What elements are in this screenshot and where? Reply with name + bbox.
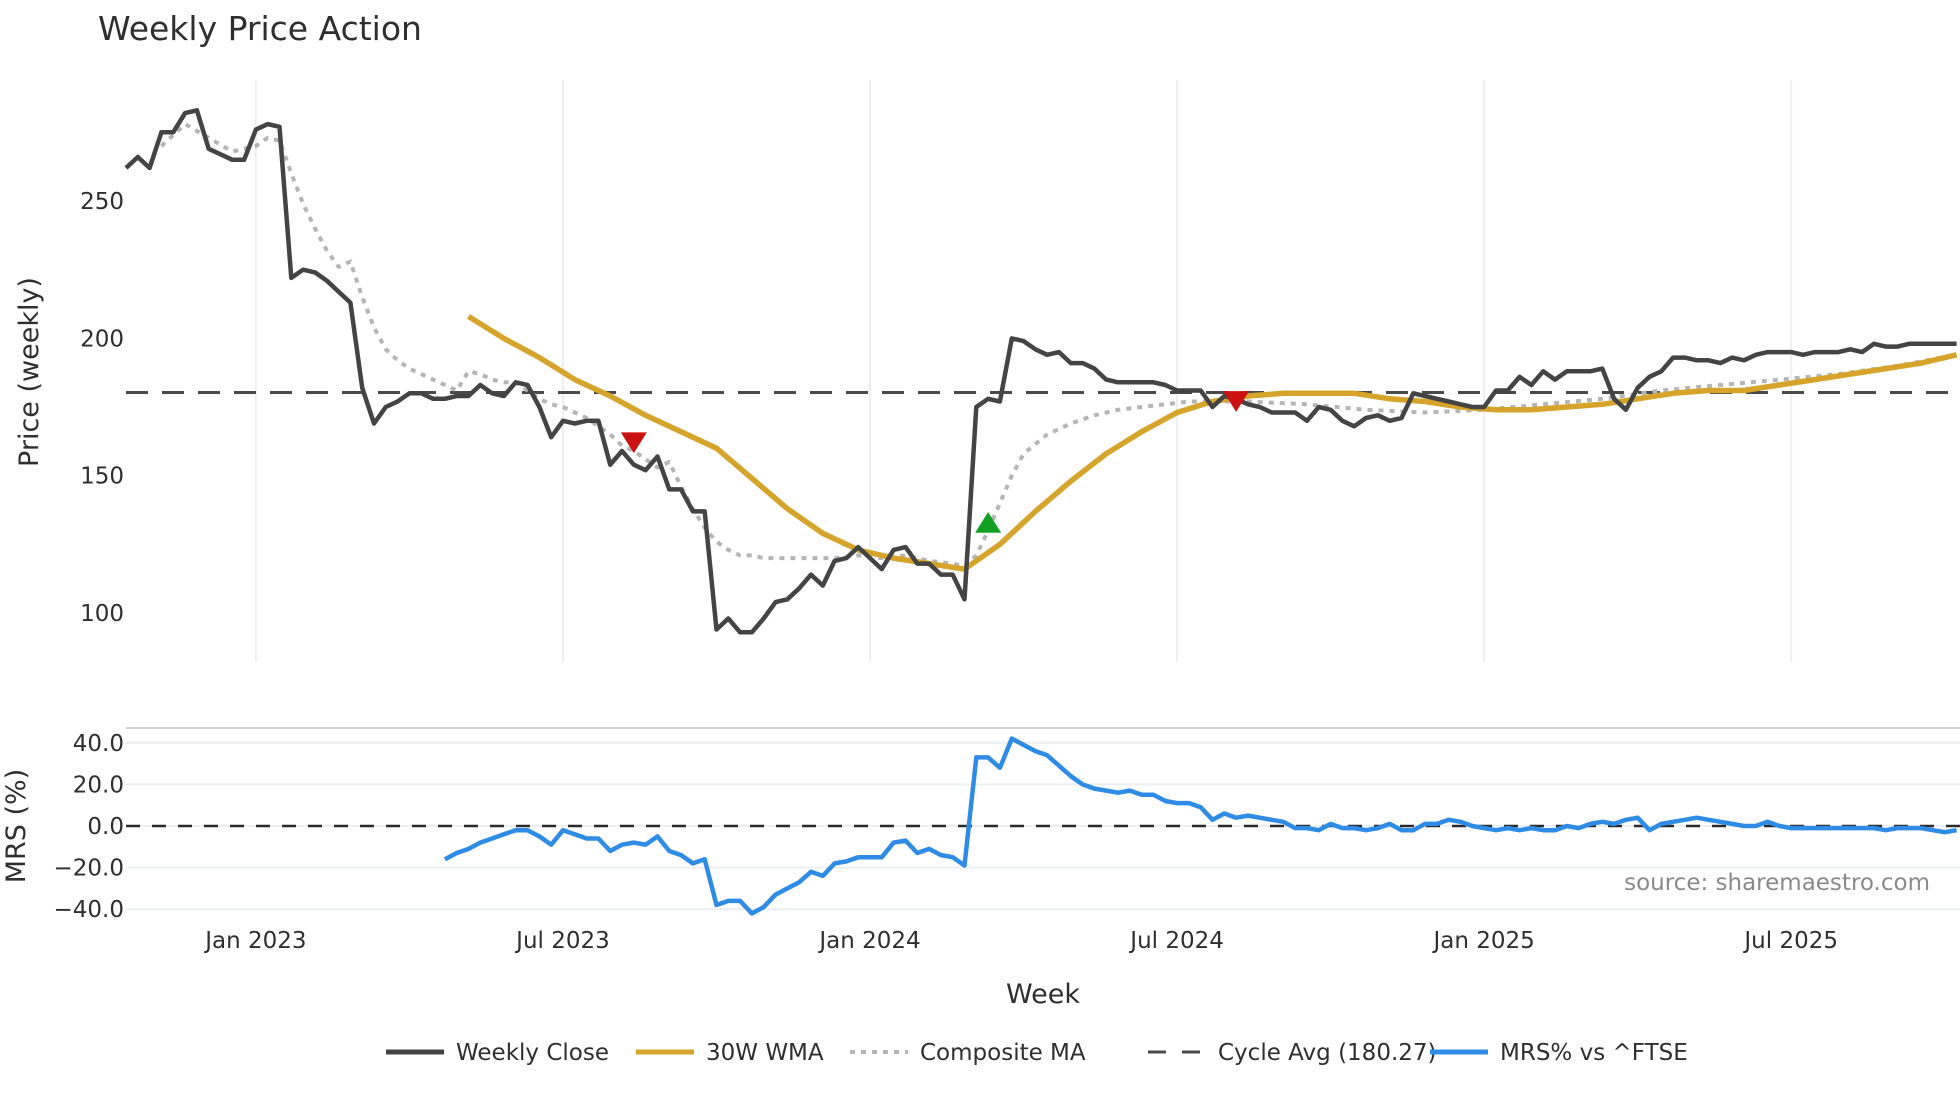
weekly-close-line (124, 108, 1957, 635)
price-y-axis-label: Price (weekly) (14, 277, 45, 467)
chart-title: Weekly Price Action (98, 9, 422, 48)
mrs-pane: −40.0 −20.0 0.0 20.0 40.0 MRS (%) source: sh… (1, 727, 1960, 923)
x-tick-label: Jul 2023 (514, 928, 610, 954)
mrs-y-tick-label: 40.0 (73, 731, 124, 757)
legend-label-composite: Composite MA (920, 1040, 1086, 1066)
source-note: source: sharemaestro.com (1624, 870, 1930, 896)
legend-label-cycle_avg: Cycle Avg (180.27) (1218, 1040, 1437, 1066)
x-tick-label: Jan 2023 (203, 928, 306, 954)
mrs-y-tick-label: −40.0 (54, 897, 124, 923)
sell-signal-marker (1223, 391, 1250, 412)
signal-markers (620, 391, 1250, 533)
price-x-gridlines (254, 80, 1793, 662)
price-y-tick-label: 250 (80, 189, 124, 215)
sell-signal-marker (620, 432, 647, 454)
mrs-y-axis-label: MRS (%) (1, 769, 32, 884)
mrs-y-tick-label: −20.0 (54, 856, 124, 882)
legend-label-mrs: MRS% vs ^FTSE (1500, 1040, 1688, 1066)
legend-label-weekly_close: Weekly Close (456, 1040, 609, 1066)
legend: Weekly Close 30W WMA Composite MA Cycle Avg… (386, 1040, 1688, 1066)
x-tick-label: Jul 2025 (1742, 928, 1838, 954)
mrs-line (443, 736, 1957, 916)
price-y-tick-label: 200 (80, 326, 124, 352)
x-tick-label: Jan 2024 (817, 928, 920, 954)
mrs-y-tick-label: 0.0 (87, 814, 124, 840)
x-tick-label: Jan 2025 (1431, 928, 1534, 954)
x-axis-label: Week (1006, 979, 1080, 1010)
price-pane: 100 150 200 250 Price (weekly) (14, 80, 1960, 662)
price-y-axis: 100 150 200 250 (80, 189, 124, 627)
buy-signal-marker (975, 511, 1002, 533)
x-tick-label: Jul 2024 (1128, 928, 1224, 954)
price-y-tick-label: 150 (80, 464, 124, 490)
mrs-y-tick-label: 20.0 (73, 772, 124, 798)
x-axis-ticks: Jan 2023 Jul 2023 Jan 2024 Jul 2024 Jan 2025… (203, 928, 1838, 954)
legend-label-wma: 30W WMA (706, 1040, 824, 1066)
price-y-tick-label: 100 (80, 601, 124, 627)
composite-ma-line (160, 122, 1957, 569)
wma-30w-line (467, 314, 1958, 572)
